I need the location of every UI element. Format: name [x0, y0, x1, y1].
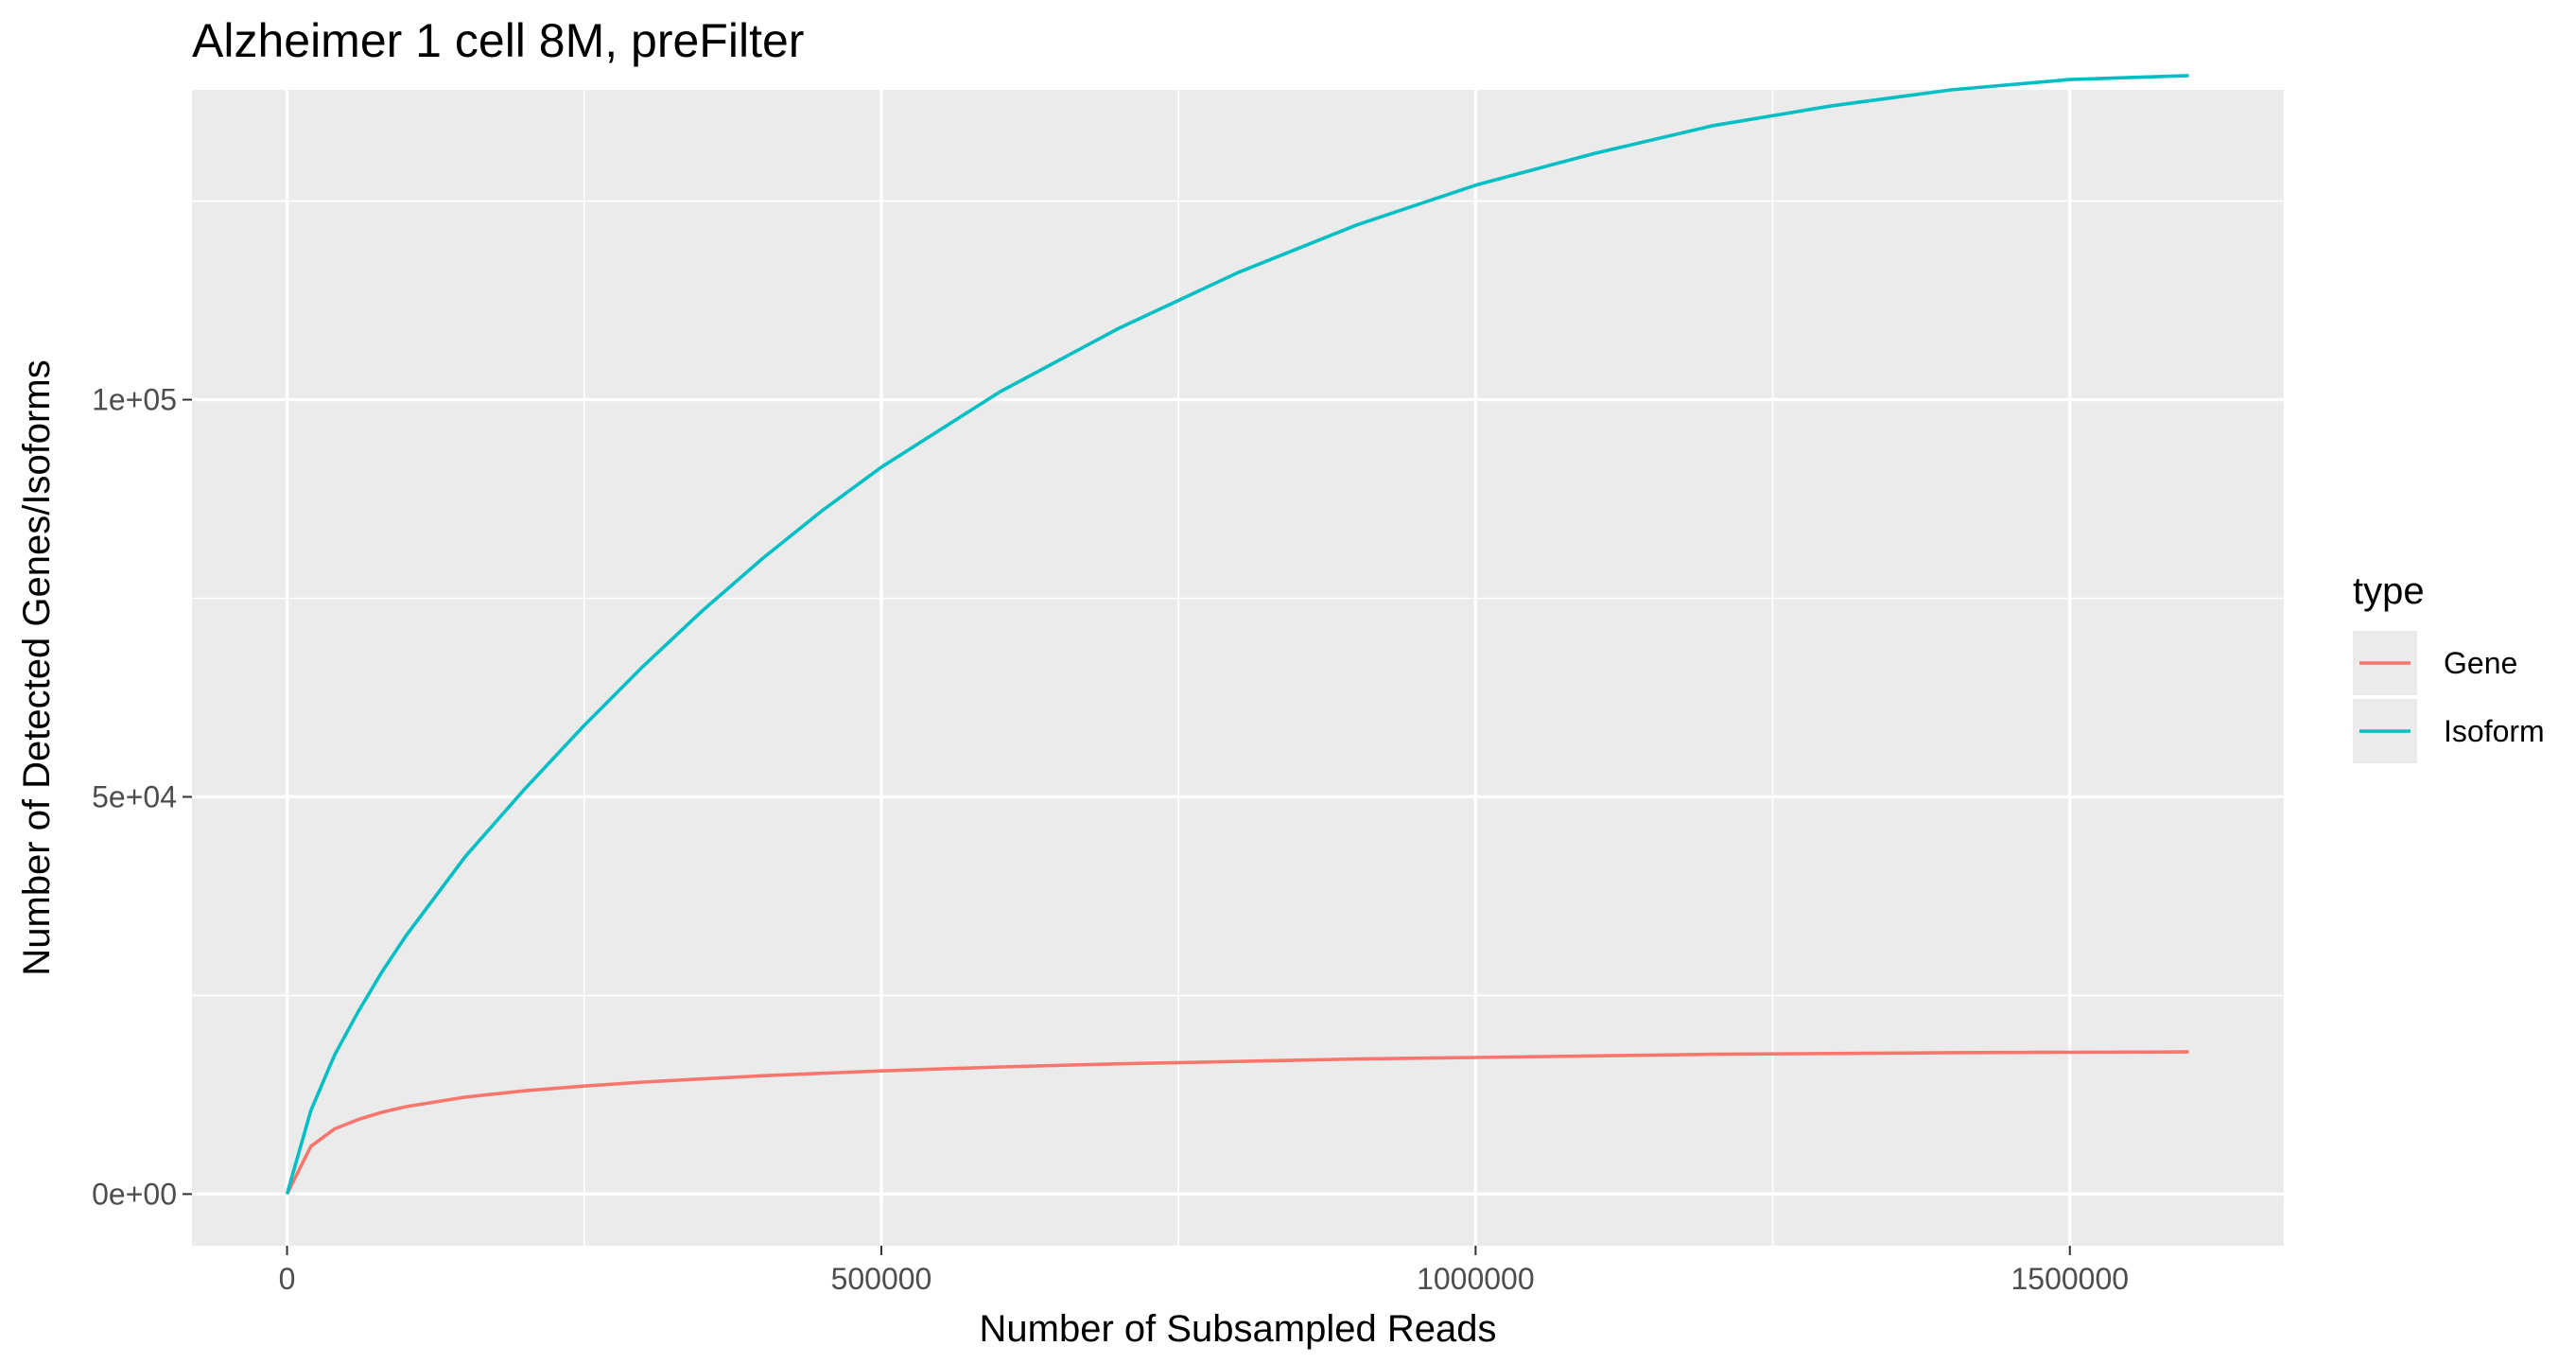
y-tick-label: 5e+04 [92, 779, 177, 813]
x-tick-label: 500000 [831, 1262, 932, 1296]
y-tick-label: 0e+00 [92, 1177, 177, 1211]
y-tick-label: 1e+05 [92, 383, 177, 417]
plot-panel [192, 90, 2284, 1246]
y-axis-ticks: 0e+00 5e+04 1e+05 [92, 383, 192, 1211]
x-tick-label: 0 [279, 1262, 296, 1296]
x-tick-label: 1000000 [1417, 1262, 1535, 1296]
legend-label-isoform: Isoform [2444, 714, 2545, 748]
x-axis-title: Number of Subsampled Reads [980, 1308, 1497, 1350]
chart-title: Alzheimer 1 cell 8M, preFilter [192, 14, 804, 67]
legend-label-gene: Gene [2444, 646, 2517, 680]
legend-title: type [2353, 570, 2425, 612]
legend-items: Gene Isoform [2353, 631, 2545, 763]
series-lines [285, 74, 2189, 1196]
y-axis-title: Number of Detected Genes/Isoforms [16, 359, 58, 975]
x-axis-ticks: 0 500000 1000000 1500000 [279, 1246, 2129, 1296]
series-line-gene [285, 1050, 2189, 1196]
minor-gridlines [192, 90, 2284, 1246]
series-line-isoform [285, 74, 2189, 1195]
x-tick-label: 1500000 [2010, 1262, 2129, 1296]
legend: type Gene Isoform [2353, 570, 2545, 763]
